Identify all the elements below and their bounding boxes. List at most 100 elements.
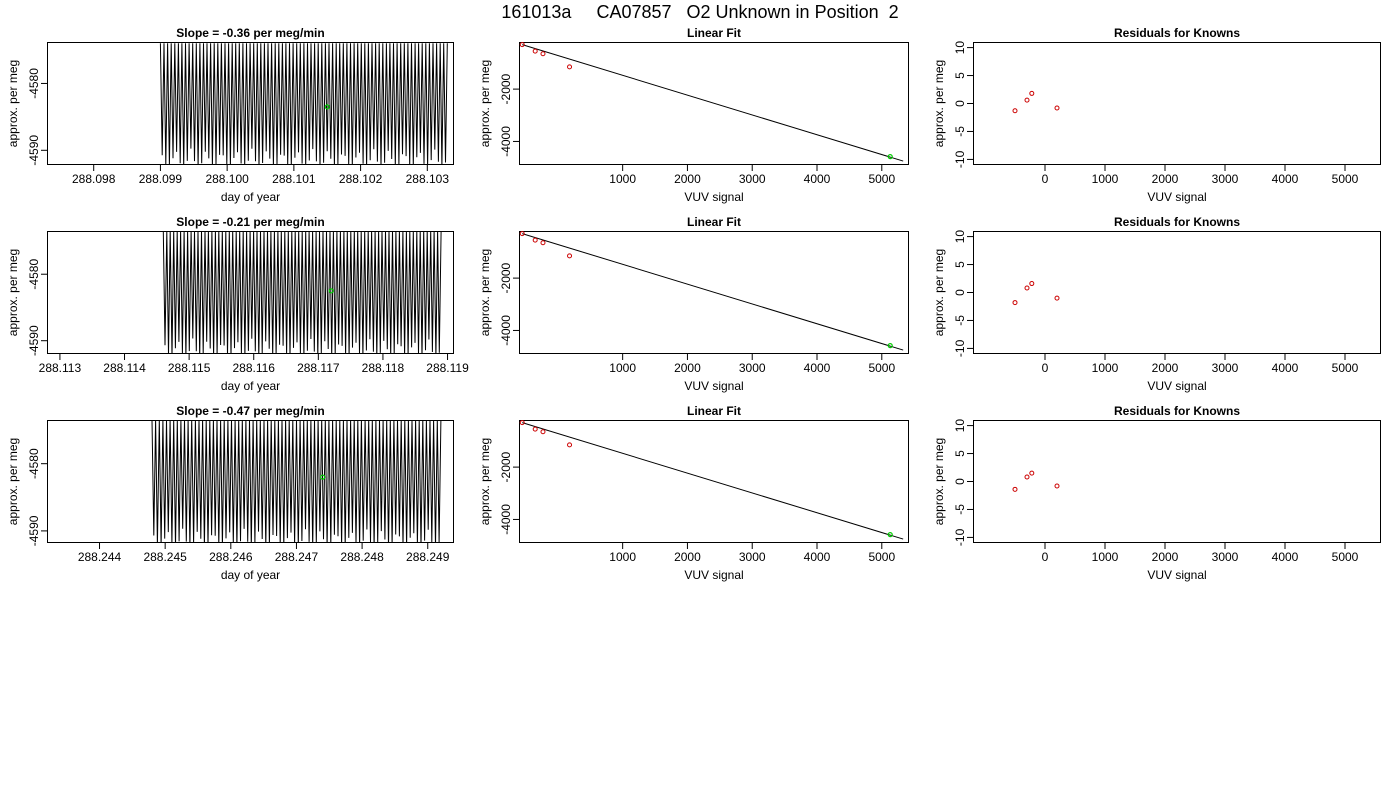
unknown-point [328, 288, 334, 294]
x-tick-label: 5000 [1332, 550, 1359, 564]
y-tick-label: -4590 [27, 135, 41, 166]
panel-r3-timeseries: Slope = -0.47 per meg/min 288.244 288.245 2… [6, 404, 454, 582]
fit-line [522, 44, 904, 162]
x-tick-label: 3000 [1212, 361, 1239, 375]
y-axis-label: approx. per meg [478, 438, 492, 525]
known-point [567, 64, 573, 70]
plot-area [519, 42, 904, 162]
x-tick-label: 5000 [1332, 172, 1359, 186]
known-point [1012, 486, 1018, 492]
known-point [1012, 300, 1018, 306]
x-tick-label: 2000 [674, 550, 701, 564]
x-tick-label: 288.119 [426, 361, 469, 375]
y-tick-label: -4000 [499, 504, 513, 535]
known-point [519, 420, 525, 426]
x-axis-label: day of year [221, 190, 280, 204]
x-tick-label: 4000 [1272, 550, 1299, 564]
plot-area [1012, 470, 1060, 492]
x-tick-label: 1000 [1092, 172, 1119, 186]
known-point [567, 442, 573, 448]
y-axis-label: approx. per meg [6, 438, 20, 525]
x-tick-label: 4000 [1272, 172, 1299, 186]
x-tick-label: 2000 [1152, 550, 1179, 564]
x-tick-label: 4000 [804, 550, 831, 564]
fit-line [522, 422, 904, 540]
plot-frame [973, 42, 1381, 165]
plot-area [519, 420, 904, 540]
plot-title: Slope = -0.36 per meg/min [176, 26, 324, 40]
y-tick-label: -5 [953, 126, 967, 137]
known-point [1054, 483, 1060, 489]
x-tick-label: 5000 [1332, 361, 1359, 375]
plot-title: Slope = -0.21 per meg/min [176, 215, 324, 229]
x-tick-label: 4000 [1272, 361, 1299, 375]
x-tick-label: 1000 [609, 172, 636, 186]
known-point [532, 48, 538, 54]
plot-area [1012, 281, 1060, 306]
unknown-point [887, 532, 893, 538]
x-tick-label: 288.246 [209, 550, 253, 564]
panel-r2-timeseries: Slope = -0.21 per meg/min 288.113 288.114 2… [6, 215, 469, 393]
y-tick-label: 10 [953, 419, 967, 433]
x-tick-label: 288.100 [205, 172, 249, 186]
trace-line [159, 43, 448, 165]
y-axis-label: approx. per meg [6, 249, 20, 336]
plot-title: Residuals for Knowns [1114, 404, 1240, 418]
x-tick-label: 2000 [1152, 361, 1179, 375]
unknown-point [324, 104, 330, 110]
plot-area [159, 43, 448, 165]
y-tick-label: -5 [953, 504, 967, 515]
y-axis-label: approx. per meg [6, 60, 20, 147]
x-tick-label: 5000 [868, 550, 895, 564]
unknown-point [887, 154, 893, 160]
x-tick-label: 3000 [739, 361, 766, 375]
x-tick-label: 2000 [674, 361, 701, 375]
y-axis-label: approx. per meg [932, 249, 946, 336]
known-point [519, 42, 525, 48]
y-tick-label: 0 [953, 100, 967, 107]
x-tick-label: 2000 [674, 172, 701, 186]
y-tick-label: -4580 [27, 68, 41, 99]
x-axis-label: VUV signal [1147, 568, 1206, 582]
x-tick-label: 288.118 [362, 361, 405, 375]
known-point [1054, 105, 1060, 111]
plot-frame [973, 231, 1381, 354]
panel-r1-fit: Linear Fit 1000 2000 3000 4000 5000 -2000 -4000… [478, 26, 909, 204]
panel-r3-resid: Residuals for Knowns 0 1000 2000 3000 4000 500… [932, 404, 1381, 582]
x-tick-label: 288.249 [406, 550, 450, 564]
known-point [532, 426, 538, 432]
known-point [540, 429, 546, 435]
x-tick-label: 0 [1042, 172, 1049, 186]
panel-r3-fit: Linear Fit 1000 2000 3000 4000 5000 -2000 -4000… [478, 404, 909, 582]
y-tick-label: 5 [953, 261, 967, 268]
plot-area [1012, 90, 1060, 114]
known-point [1029, 90, 1035, 96]
y-tick-label: 5 [953, 450, 967, 457]
page-title: 161013a CA07857 O2 Unknown in Position 2 [501, 2, 899, 22]
x-tick-label: 1000 [609, 550, 636, 564]
x-tick-label: 2000 [1152, 172, 1179, 186]
x-axis-label: day of year [221, 568, 280, 582]
x-tick-label: 288.115 [168, 361, 211, 375]
trace-line [151, 420, 442, 543]
known-point [1024, 97, 1030, 103]
x-tick-label: 288.116 [232, 361, 275, 375]
x-axis-label: VUV signal [684, 379, 743, 393]
y-tick-label: -4590 [27, 515, 41, 546]
x-tick-label: 288.101 [272, 172, 316, 186]
panel-r2-resid: Residuals for Knowns 0 1000 2000 3000 4000 500… [932, 215, 1381, 393]
y-tick-label: 10 [953, 41, 967, 55]
plot-frame [47, 420, 454, 543]
y-axis-label: approx. per meg [932, 438, 946, 525]
plot-title: Residuals for Knowns [1114, 26, 1240, 40]
known-point [1024, 474, 1030, 480]
y-tick-label: -4000 [499, 315, 513, 346]
x-tick-label: 4000 [804, 172, 831, 186]
known-point [1012, 108, 1018, 114]
x-tick-label: 288.244 [78, 550, 122, 564]
plot-area [162, 231, 442, 354]
panel-r1-resid: Residuals for Knowns 0 1000 2000 3000 4000 500… [932, 26, 1381, 204]
unknown-point [320, 474, 326, 480]
y-tick-label: -10 [953, 150, 967, 168]
known-point [1024, 285, 1030, 291]
